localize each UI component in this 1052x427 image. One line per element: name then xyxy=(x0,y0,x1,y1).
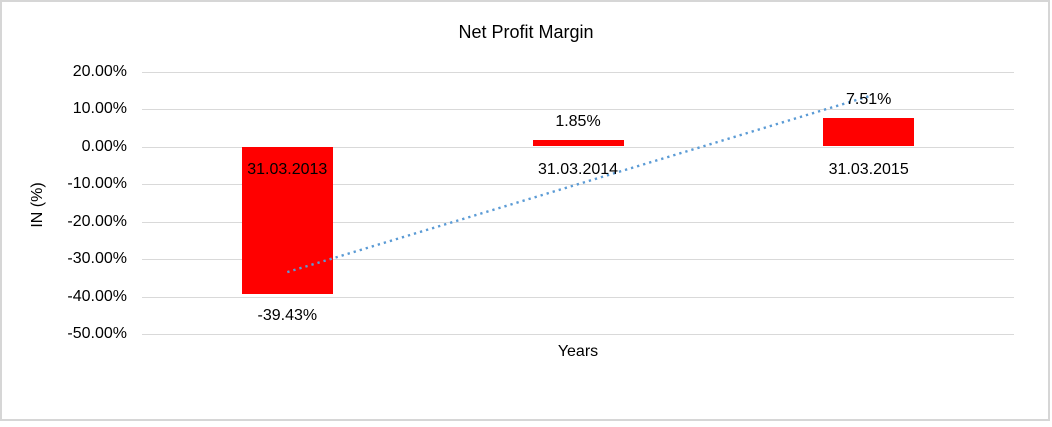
y-tick-label: -50.00% xyxy=(67,325,127,342)
data-label: 1.85% xyxy=(555,112,601,130)
trendline-dotted-line xyxy=(286,95,870,274)
bar-31.03.2015 xyxy=(823,118,915,147)
data-label: 7.51% xyxy=(846,91,892,109)
gridline xyxy=(142,334,1014,335)
gridline xyxy=(142,259,1014,260)
bar-31.03.2014 xyxy=(532,139,624,147)
y-tick-label: -10.00% xyxy=(67,175,127,192)
y-tick-label: -30.00% xyxy=(67,250,127,267)
y-tick-label: -20.00% xyxy=(67,212,127,230)
category-label: 31.03.2013 xyxy=(247,160,328,178)
gridline xyxy=(142,221,1014,223)
y-tick-label: 10.00% xyxy=(72,100,127,117)
gridline xyxy=(142,146,1014,148)
category-label: 31.03.2014 xyxy=(537,160,619,178)
gridline xyxy=(142,109,1014,110)
gridline xyxy=(142,296,1014,298)
y-tick-label: 20.00% xyxy=(72,62,127,80)
bar-31.03.2013 xyxy=(241,146,333,295)
x-axis-title: Years xyxy=(557,343,599,360)
chart-title: Net Profit Margin xyxy=(458,22,594,42)
category-label: 31.03.2015 xyxy=(828,160,909,178)
gridline xyxy=(142,71,1014,73)
y-tick-label: 0.00% xyxy=(81,137,127,155)
y-tick-label: -40.00% xyxy=(67,287,127,305)
y-axis-title: IN (%) xyxy=(29,182,46,228)
data-label: -39.43% xyxy=(257,307,318,325)
